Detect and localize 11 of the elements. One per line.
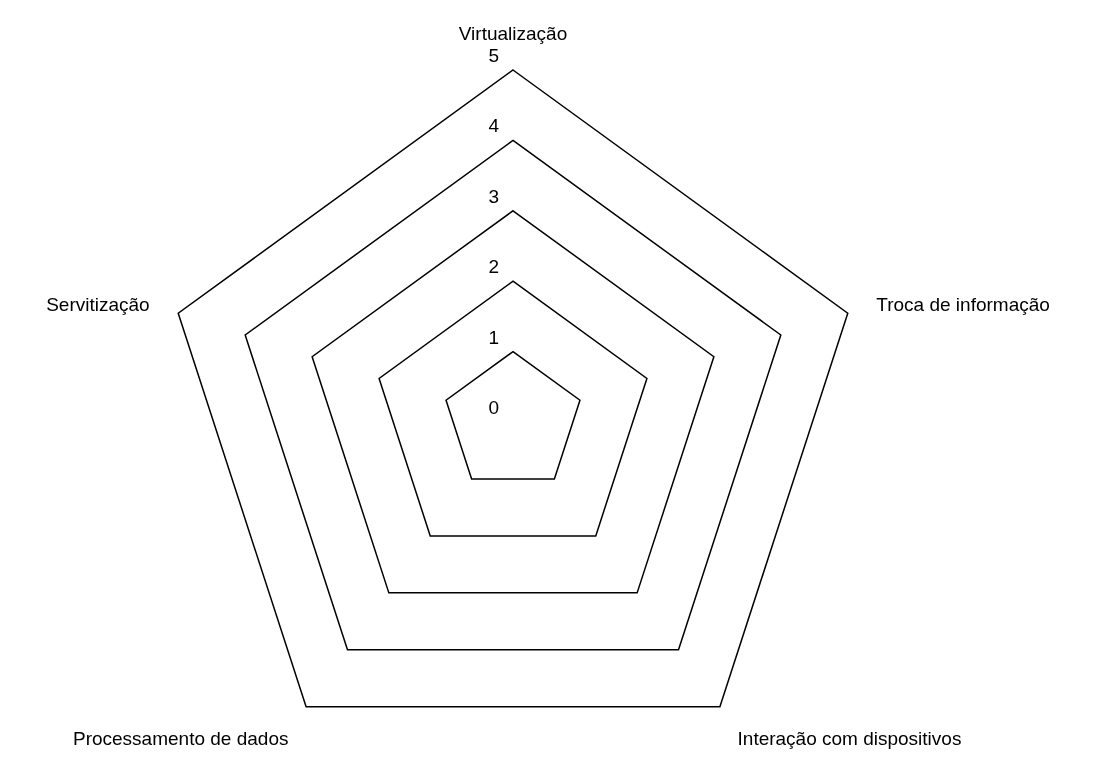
y-tick-label: 3 bbox=[488, 185, 499, 207]
y-tick-label: 5 bbox=[488, 45, 499, 66]
spoke-label: Processamento de dados bbox=[73, 727, 289, 749]
spoke-label: Servitização bbox=[46, 293, 150, 315]
y-tick-label: 4 bbox=[488, 115, 500, 137]
y-tick-label: 0 bbox=[488, 397, 499, 418]
y-tick-label: 2 bbox=[488, 256, 499, 278]
y-tick-label: 1 bbox=[488, 326, 499, 348]
spoke-label: Troca de informação bbox=[876, 293, 1050, 315]
spoke-label: Interação com dispositivos bbox=[737, 727, 962, 749]
spoke-label: Virtualização bbox=[458, 23, 568, 44]
